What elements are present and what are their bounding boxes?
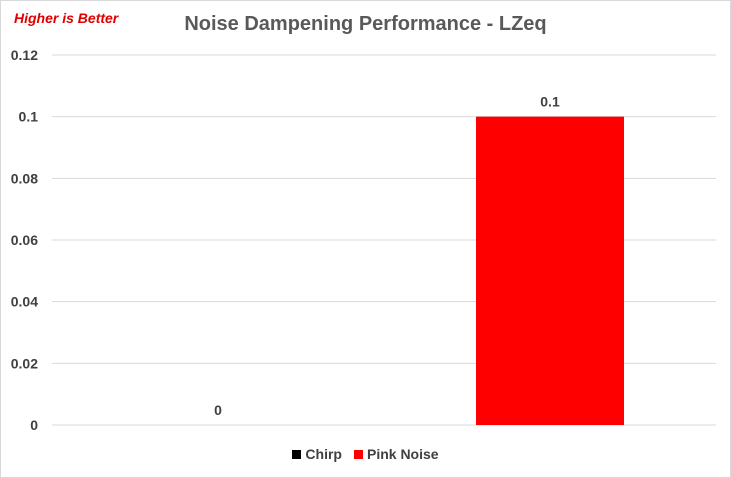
- y-tick-label: 0.12: [11, 47, 38, 63]
- y-tick-label: 0.08: [11, 170, 38, 186]
- legend-swatch-chirp: [292, 449, 302, 459]
- chart-legend: Chirp Pink Noise: [0, 446, 731, 462]
- chart-note: Higher is Better: [14, 10, 119, 26]
- legend-label-pink-noise: Pink Noise: [366, 446, 439, 462]
- legend-label-chirp: Chirp: [305, 446, 342, 462]
- y-tick-label: 0.06: [11, 232, 38, 248]
- y-tick-label: 0: [30, 417, 38, 433]
- legend-item-pink-noise: Pink Noise: [353, 446, 439, 462]
- legend-item-chirp: Chirp: [292, 446, 342, 462]
- bar-pink-noise: [476, 116, 624, 426]
- data-label: 0: [214, 402, 222, 418]
- data-label: 0.1: [540, 94, 560, 110]
- y-tick-label: 0.04: [11, 294, 38, 310]
- chart-title: Noise Dampening Performance - LZeq: [184, 13, 547, 35]
- y-tick-label: 0.02: [11, 355, 38, 371]
- legend-swatch-pink-noise: [353, 449, 363, 459]
- y-tick-label: 0.1: [19, 109, 39, 125]
